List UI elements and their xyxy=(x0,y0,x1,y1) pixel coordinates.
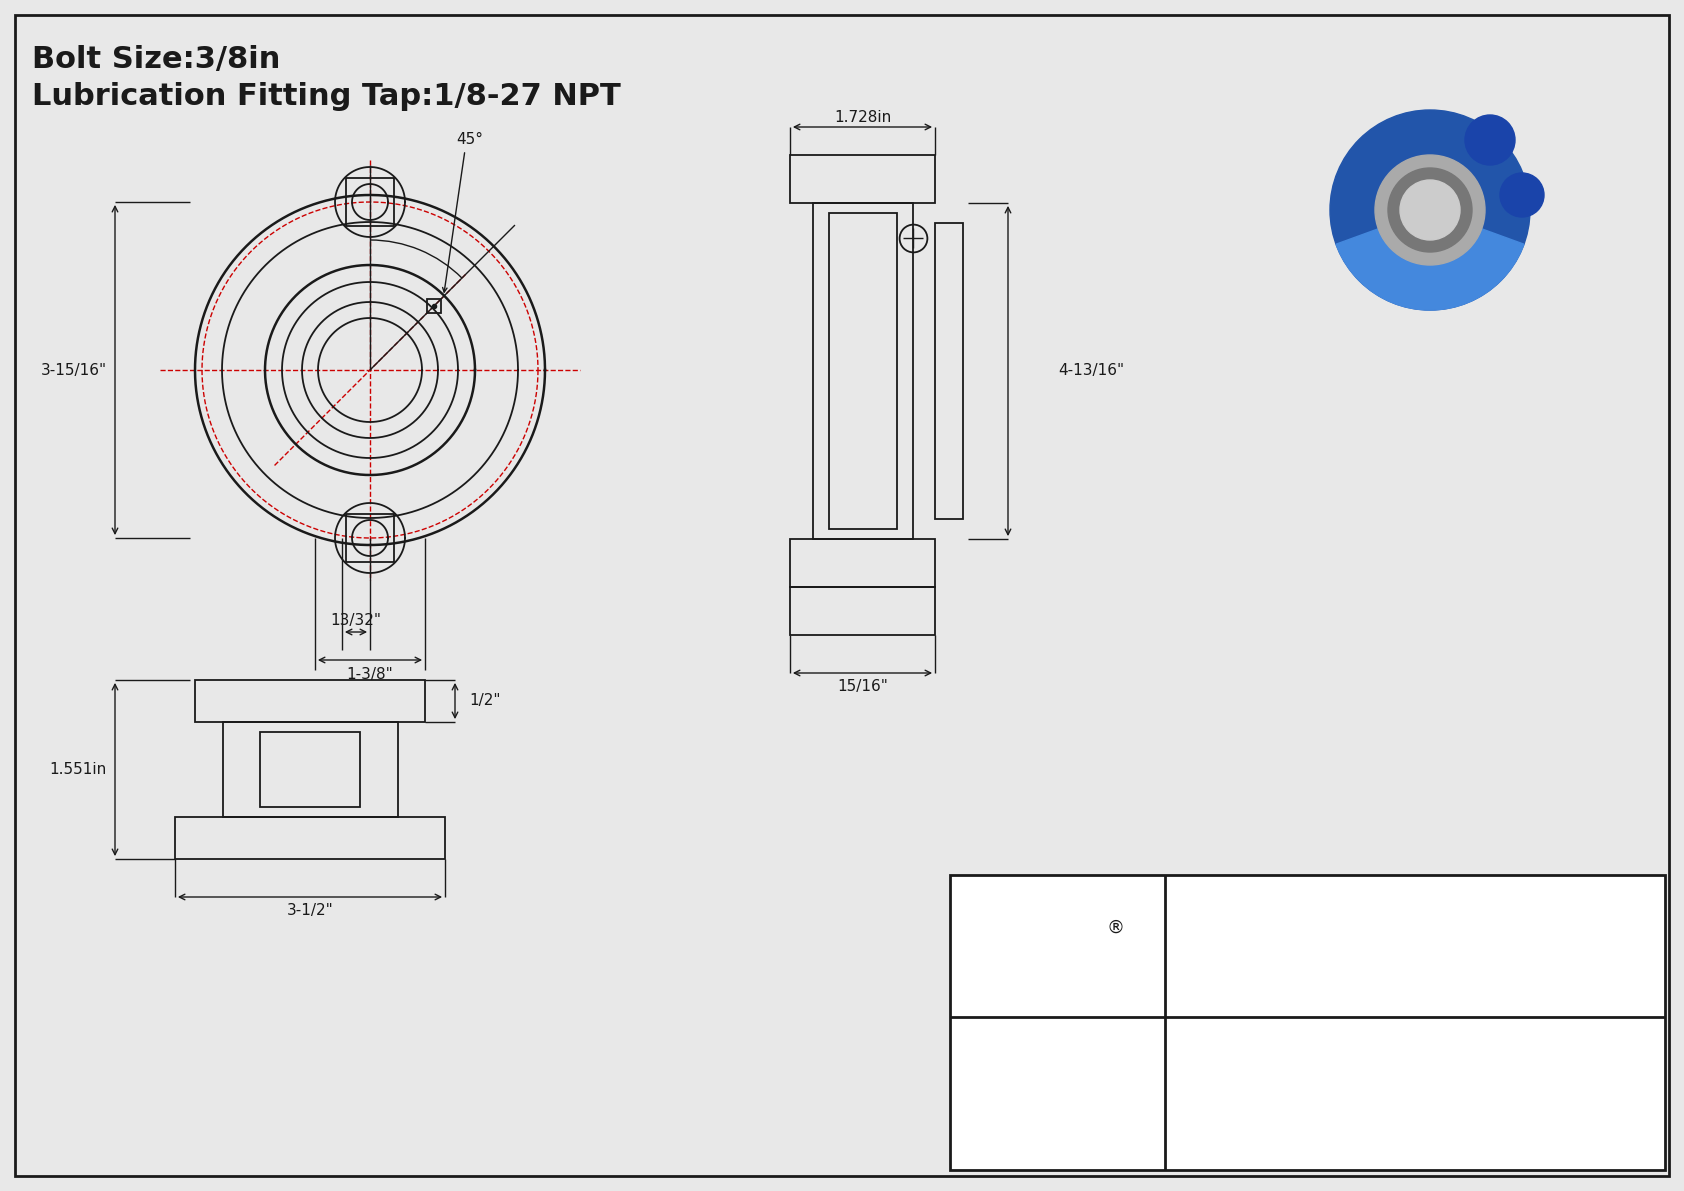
Text: Two-Bolt Flange Bearing Accu-Loc Concentric Collar
Locking: Two-Bolt Flange Bearing Accu-Loc Concent… xyxy=(1236,1096,1593,1127)
Text: 1.728in: 1.728in xyxy=(834,110,891,125)
Bar xyxy=(935,223,963,519)
Bar xyxy=(790,587,935,635)
Bar xyxy=(812,202,913,540)
Bar xyxy=(345,515,394,562)
Text: 13/32": 13/32" xyxy=(330,612,382,628)
Text: 4-13/16": 4-13/16" xyxy=(1058,363,1125,379)
Text: 15/16": 15/16" xyxy=(837,680,887,694)
Bar xyxy=(345,177,394,226)
Text: Email: lilybearing@lily-bearing.com: Email: lilybearing@lily-bearing.com xyxy=(1268,953,1563,971)
Text: 1/2": 1/2" xyxy=(470,693,500,709)
Text: UEFX207-22: UEFX207-22 xyxy=(1344,1065,1487,1085)
Circle shape xyxy=(1388,168,1472,252)
Circle shape xyxy=(1500,173,1544,217)
Bar xyxy=(426,299,441,313)
Text: LILY: LILY xyxy=(994,917,1122,974)
Bar xyxy=(175,817,445,859)
Bar xyxy=(195,680,424,722)
Text: Bolt Size:3/8in: Bolt Size:3/8in xyxy=(32,45,280,74)
Bar xyxy=(790,540,935,587)
Text: 3-1/2": 3-1/2" xyxy=(286,904,333,918)
Text: SHANGHAI LILY BEARING LIMITED: SHANGHAI LILY BEARING LIMITED xyxy=(1233,921,1598,940)
Circle shape xyxy=(1399,180,1460,241)
Text: Lubrication Fitting Tap:1/8-27 NPT: Lubrication Fitting Tap:1/8-27 NPT xyxy=(32,82,621,111)
Circle shape xyxy=(1330,110,1531,310)
Text: Part
Number: Part Number xyxy=(1024,1074,1091,1112)
Bar xyxy=(950,875,1665,1170)
Text: ®: ® xyxy=(1106,918,1125,937)
Bar xyxy=(259,732,360,807)
Wedge shape xyxy=(1335,210,1524,310)
Text: 3-15/16": 3-15/16" xyxy=(40,362,108,378)
Bar xyxy=(829,213,896,529)
Circle shape xyxy=(1465,116,1516,166)
Text: 1.551in: 1.551in xyxy=(51,762,108,777)
Text: 1-3/8": 1-3/8" xyxy=(347,667,394,681)
Circle shape xyxy=(1376,155,1485,266)
Bar xyxy=(222,722,397,817)
Text: 45°: 45° xyxy=(456,132,483,148)
Bar xyxy=(790,155,935,202)
